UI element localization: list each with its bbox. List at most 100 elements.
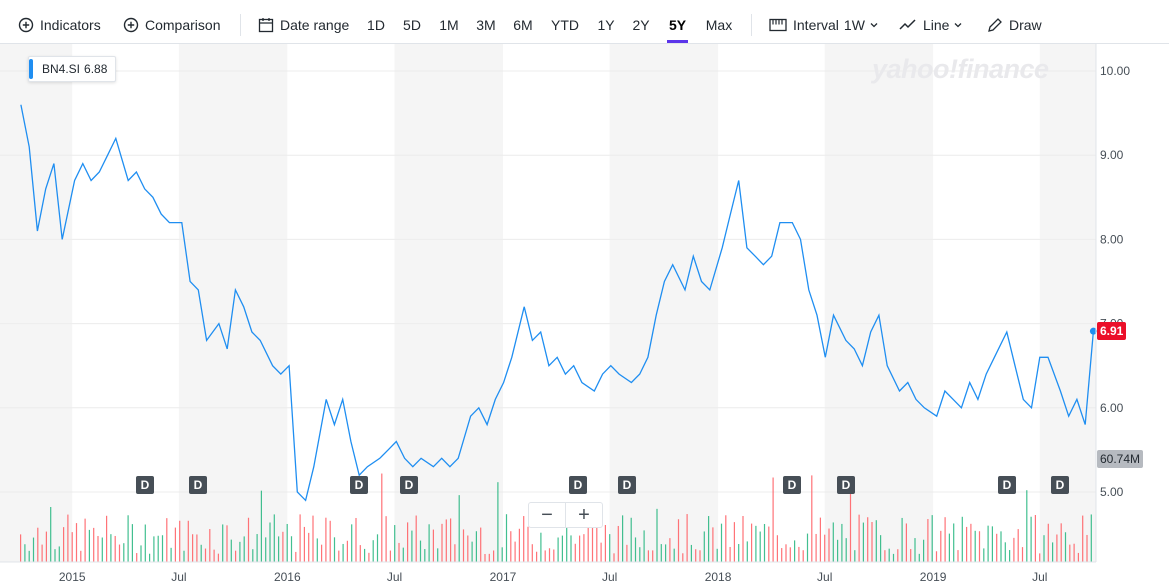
- range-2y[interactable]: 2Y: [632, 17, 650, 33]
- dividend-marker[interactable]: D: [998, 476, 1016, 494]
- volume-bar: [837, 539, 839, 562]
- volume-bar: [153, 536, 155, 562]
- dividend-marker[interactable]: D: [1051, 476, 1069, 494]
- draw-button[interactable]: Draw: [987, 14, 1042, 36]
- volume-bar: [213, 549, 215, 562]
- volume-bar: [940, 530, 942, 562]
- volume-bar: [845, 538, 847, 562]
- volume-bar: [1069, 544, 1071, 562]
- zoom-out-button[interactable]: −: [541, 504, 553, 526]
- comparison-button[interactable]: Comparison: [123, 14, 220, 36]
- comparison-label: Comparison: [145, 17, 221, 33]
- volume-bar: [1064, 532, 1067, 562]
- volume-bars: [20, 473, 1092, 562]
- calendar-icon: [258, 18, 274, 33]
- volume-bar: [1073, 543, 1075, 562]
- volume-bar: [226, 525, 228, 562]
- pencil-icon: [988, 18, 1002, 32]
- volume-bar: [475, 531, 477, 562]
- volume-bar: [381, 473, 383, 562]
- volume-bar: [978, 531, 981, 562]
- period-band: [1039, 44, 1096, 562]
- y-axis-ticks: 10.009.008.007.006.005.00: [1100, 64, 1130, 499]
- zoom-in-button[interactable]: +: [565, 503, 602, 527]
- volume-bar: [897, 549, 899, 562]
- volume-bar: [888, 548, 890, 562]
- interval-value: 1W: [843, 17, 865, 33]
- volume-bar: [858, 514, 860, 562]
- dividend-marker[interactable]: D: [569, 476, 587, 494]
- dividend-marker[interactable]: D: [189, 476, 207, 494]
- volume-bar: [794, 540, 796, 562]
- volume-bar: [368, 552, 370, 562]
- range-6m[interactable]: 6M: [513, 17, 533, 33]
- volume-bar: [626, 544, 628, 562]
- volume-bar: [1009, 550, 1011, 562]
- range-5d[interactable]: 5D: [403, 17, 421, 33]
- volume-bar: [346, 540, 348, 562]
- volume-bar: [299, 514, 301, 562]
- range-5y[interactable]: 5Y: [667, 14, 688, 43]
- volume-bar: [561, 535, 563, 562]
- range-1d[interactable]: 1D: [367, 17, 385, 33]
- chart-type-dropdown[interactable]: Line: [899, 14, 963, 36]
- range-3m[interactable]: 3M: [476, 17, 496, 33]
- range-max[interactable]: Max: [705, 17, 733, 33]
- volume-bar: [505, 514, 508, 562]
- x-tick-label: Jul: [817, 570, 832, 584]
- volume-bar: [127, 515, 129, 562]
- dividend-marker[interactable]: D: [618, 476, 636, 494]
- volume-bar: [639, 547, 641, 562]
- volume-bar: [432, 529, 434, 562]
- volume-bar: [849, 480, 852, 562]
- volume-bar: [880, 535, 882, 562]
- volume-bar: [953, 523, 955, 562]
- volume-bar: [609, 534, 611, 562]
- volume-bar: [785, 544, 787, 562]
- volume-bar: [63, 527, 65, 562]
- period-band: [0, 44, 73, 562]
- volume-bar: [901, 517, 903, 562]
- volume-bar: [1052, 542, 1054, 562]
- volume-bar: [1047, 523, 1049, 562]
- range-1y[interactable]: 1Y: [597, 17, 615, 33]
- volume-bar: [712, 527, 714, 562]
- series-legend[interactable]: BN4.SI 6.88: [28, 56, 117, 82]
- indicators-button[interactable]: Indicators: [18, 14, 101, 36]
- volume-bar: [665, 544, 667, 562]
- indicators-label: Indicators: [40, 17, 101, 33]
- volume-bar: [338, 550, 340, 562]
- volume-bar: [1056, 534, 1058, 562]
- volume-bar: [716, 548, 718, 562]
- chevron-down-icon: [955, 23, 962, 28]
- volume-bar: [243, 536, 245, 562]
- volume-bar: [720, 523, 723, 562]
- volume-bar: [1086, 534, 1088, 562]
- dividend-marker[interactable]: D: [837, 476, 855, 494]
- date-range-button[interactable]: Date range: [258, 14, 349, 36]
- volume-bar: [596, 523, 598, 562]
- dividend-marker[interactable]: D: [400, 476, 418, 494]
- volume-bar: [269, 522, 271, 562]
- dividend-marker[interactable]: D: [783, 476, 801, 494]
- volume-bar: [708, 516, 710, 562]
- range-ytd[interactable]: YTD: [551, 17, 579, 33]
- range-1m[interactable]: 1M: [439, 17, 459, 33]
- dividend-marker[interactable]: D: [136, 476, 154, 494]
- volume-bar: [540, 532, 542, 562]
- volume-bar: [643, 530, 645, 562]
- zoom-controls: − +: [528, 502, 603, 528]
- volume-bar: [24, 544, 26, 562]
- volume-bar: [931, 515, 933, 562]
- interval-dropdown[interactable]: Interval 1W: [769, 14, 879, 36]
- volume-bar: [824, 534, 826, 562]
- price-line: [20, 104, 1095, 502]
- volume-bar: [458, 495, 460, 562]
- price-chart[interactable]: 10.009.008.007.006.005.00 2015Jul2016Jul…: [0, 44, 1169, 586]
- volume-bar: [531, 544, 533, 562]
- volume-bar: [37, 527, 39, 562]
- volume-bar: [1013, 537, 1015, 562]
- x-tick-label: 2016: [274, 570, 301, 584]
- dividend-marker[interactable]: D: [350, 476, 368, 494]
- volume-bar: [45, 531, 47, 562]
